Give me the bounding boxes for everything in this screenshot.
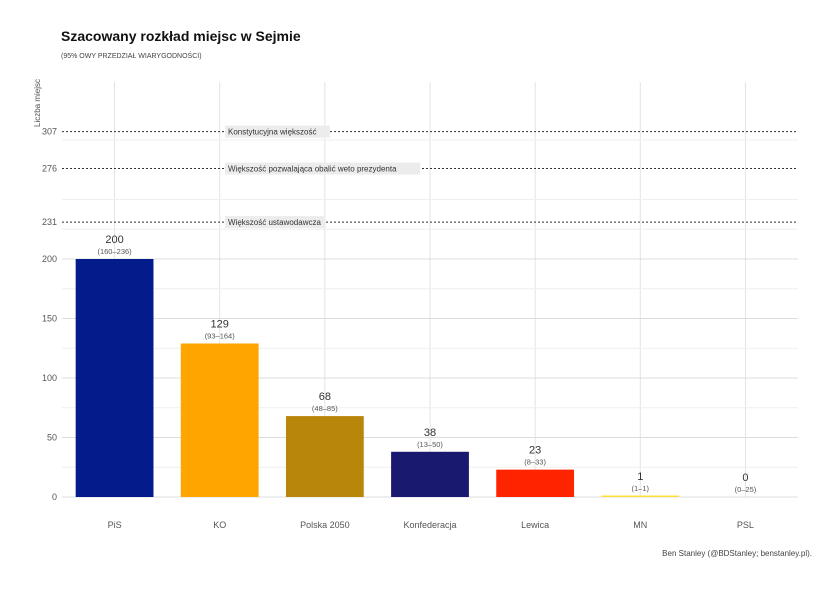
x-tick-label: Lewica xyxy=(521,520,549,530)
interval-label: (0–25) xyxy=(735,485,757,494)
x-tick-label: MN xyxy=(633,520,647,530)
reference-label-background xyxy=(225,162,421,175)
reference-lines: Konstytucyjna większość Większość pozwala… xyxy=(62,125,798,229)
value-label: 129 xyxy=(211,318,229,330)
y-tick-label: 307 xyxy=(42,127,57,137)
bar xyxy=(391,451,469,497)
chart-subtitle: (95% OWY PRZEDZIAŁ WIARYGODNOŚCI) xyxy=(61,53,202,60)
reference-label: Konstytucyjna większość xyxy=(228,128,316,137)
bar xyxy=(180,343,259,497)
y-axis-label: Liczba miejsc xyxy=(33,79,42,127)
reference-label: Większość pozwalająca obalić weto prezyd… xyxy=(228,165,397,174)
chart-title: Szacowany rozkład miejsc w Sejmie xyxy=(61,28,301,44)
y-tick-label: 50 xyxy=(47,433,57,443)
bar xyxy=(75,259,154,497)
interval-label: (160–236) xyxy=(97,247,132,256)
x-axis: PiS KO Polska 2050 Konfederacja Lewica MN PSL xyxy=(108,520,754,530)
bar xyxy=(601,495,680,497)
bars xyxy=(75,259,680,497)
reference-label: Większość ustawodawcza xyxy=(228,218,321,227)
bar xyxy=(496,469,575,497)
interval-label: (93–164) xyxy=(205,331,236,340)
x-tick-label: Polska 2050 xyxy=(300,520,350,530)
value-label: 1 xyxy=(637,471,643,483)
value-label: 38 xyxy=(424,427,436,439)
interval-label: (8–33) xyxy=(524,458,546,467)
y-tick-label: 200 xyxy=(42,254,57,264)
x-tick-label: KO xyxy=(213,520,226,530)
x-tick-label: PiS xyxy=(108,520,122,530)
y-tick-label: 0 xyxy=(52,492,57,502)
reference-label-background xyxy=(225,125,330,138)
y-tick-label: 150 xyxy=(42,314,57,324)
bar xyxy=(285,416,364,497)
interval-label: (13–50) xyxy=(417,440,443,449)
value-label: 23 xyxy=(529,445,541,457)
y-axis: 0 50 100 150 200 231 276 307 xyxy=(42,127,57,502)
x-tick-label: Konfederacja xyxy=(403,520,456,530)
interval-label: (48–85) xyxy=(312,404,338,413)
x-tick-label: PSL xyxy=(737,520,754,530)
value-label: 200 xyxy=(105,234,123,246)
value-labels: 200(160–236) 129(93–164) 68(48–85) 38(13–50… xyxy=(97,234,756,494)
chart-caption: Ben Stanley (@BDStanley; benstanley.pl). xyxy=(662,549,812,558)
interval-label: (1–1) xyxy=(632,484,650,493)
y-tick-label: 276 xyxy=(42,164,57,174)
value-label: 0 xyxy=(742,472,748,484)
y-tick-label: 231 xyxy=(42,217,57,227)
value-label: 68 xyxy=(319,391,331,403)
reference-label-background xyxy=(225,216,326,229)
y-tick-label: 100 xyxy=(42,373,57,383)
